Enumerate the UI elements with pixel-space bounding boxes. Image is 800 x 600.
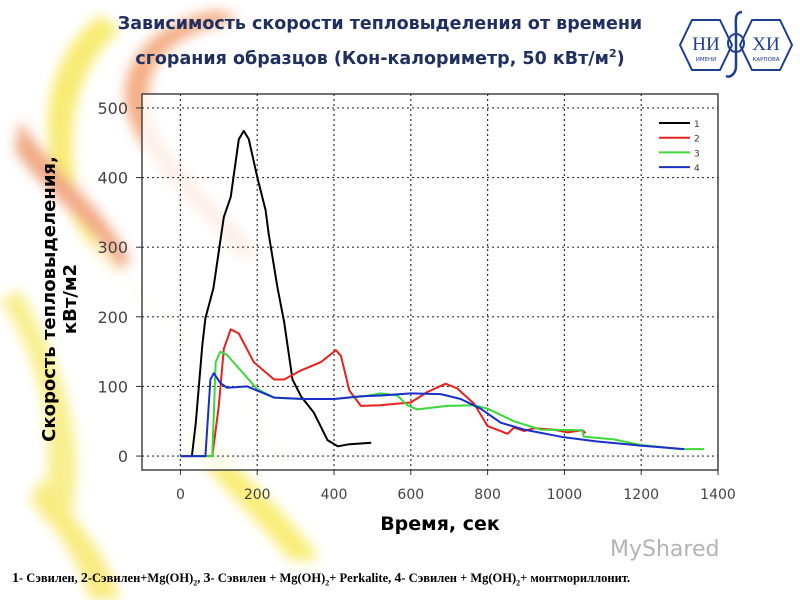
caption-end-2: ,	[197, 571, 204, 585]
plot-area	[141, 93, 719, 471]
x-tick-label: 1400	[700, 487, 736, 503]
caption-sub-2: 2	[193, 578, 198, 588]
caption-num-1: 1	[12, 571, 19, 586]
x-tick-label: 800	[474, 487, 501, 503]
legend-label-3: 3	[694, 149, 700, 159]
y-tick-label: 200	[97, 308, 128, 327]
slide-title: Зависимость скорости тепловыделения от в…	[90, 10, 670, 74]
x-axis-label: Время, сек	[380, 513, 500, 535]
series-line-1	[180, 129, 372, 458]
y-tick-label: 100	[97, 377, 128, 396]
title-line-2: сгорания образцов (Кон-калориметр, 50 кВ…	[90, 39, 670, 74]
caption-end-3: + Perkalite,	[329, 571, 395, 585]
ticks: 0 200 400 600 800 1000 1200 1400 0 100 200 300 400 50…	[97, 99, 735, 503]
caption-num-2: 2	[80, 571, 88, 586]
x-tick-label: 600	[397, 487, 424, 503]
logo-sub-right: КАРПОВА	[753, 57, 780, 63]
title-line-1: Зависимость скорости тепловыделения от в…	[117, 14, 643, 34]
caption-text-1: - Сэвилен,	[19, 571, 81, 585]
watermark: MyShared	[610, 537, 720, 562]
x-tick-label: 0	[176, 487, 185, 503]
series-lines	[180, 129, 705, 458]
x-tick-label: 1200	[623, 487, 659, 503]
caption-sub-4: 2	[516, 578, 521, 588]
y-axis-label: Скорость тепловыделения, кВт/м2	[39, 156, 81, 442]
legend: 1 2 3 4	[659, 120, 700, 174]
logo-text-right: ХИ	[752, 34, 780, 55]
y-tick-label: 500	[97, 99, 128, 118]
logo-sub-left: ИМЕНИ	[696, 57, 717, 63]
caption-text-2: -Сэвилен+Mg(OH)	[87, 571, 194, 585]
legend-label-1: 1	[694, 120, 700, 130]
y-tick-label: 400	[97, 169, 128, 188]
legend-label-2: 2	[694, 135, 700, 145]
nifhi-logo: НИ ХИ ИМЕНИ КАРПОВА	[678, 10, 794, 78]
legend-label-4: 4	[694, 164, 700, 174]
logo-text-left: НИ	[692, 34, 720, 55]
x-tick-label: 1000	[547, 487, 583, 503]
caption-num-3: 3	[203, 571, 211, 586]
title-superscript: 2	[608, 47, 617, 60]
x-tick-label: 200	[244, 487, 271, 503]
x-tick-label: 400	[321, 487, 348, 503]
legend-caption: 1- Сэвилен, 2-Сэвилен+Mg(OH)2, 3- Сэвиле…	[12, 571, 630, 588]
caption-num-4: 4	[394, 571, 402, 586]
caption-text-3: - Сэвилен + Mg(OH)	[210, 571, 326, 585]
caption-text-4: - Сэвилен + Mg(OH)	[401, 571, 517, 585]
caption-end-4: + монтмориллонит.	[520, 571, 631, 585]
grid	[142, 94, 718, 470]
y-tick-label: 0	[118, 447, 128, 466]
y-tick-label: 300	[97, 238, 128, 257]
title-line-2-end: )	[616, 48, 625, 69]
series-line-4	[180, 372, 685, 458]
series-line-3	[180, 350, 705, 458]
title-line-2-text: сгорания образцов (Кон-калориметр, 50 кВ…	[135, 48, 609, 69]
caption-sub-3: 2	[325, 578, 330, 588]
